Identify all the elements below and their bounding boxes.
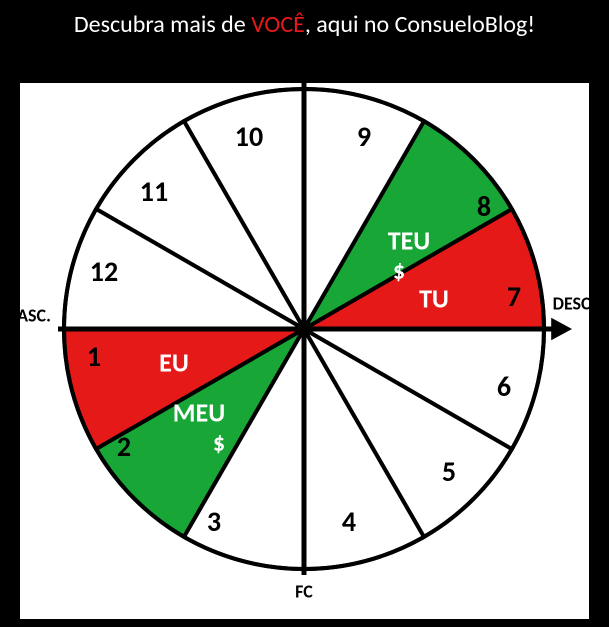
house-text-1: EU — [159, 346, 189, 378]
title-suffix: , aqui no ConsueloBlog! — [305, 10, 535, 39]
axis-label-desc: DESC. — [553, 292, 596, 314]
title-prefix: Descubra mais de — [74, 10, 251, 39]
page-title: Descubra mais de VOCÊ, aqui no ConsueloB… — [0, 0, 609, 39]
house-number-11: 11 — [140, 174, 168, 209]
house-number-6: 6 — [497, 369, 511, 404]
house-text-7: TU — [419, 282, 449, 314]
house-number-5: 5 — [442, 454, 456, 489]
house-number-4: 4 — [342, 504, 356, 539]
house-number-2: 2 — [117, 429, 131, 464]
house-text2-8: $ — [393, 257, 405, 286]
house-number-8: 8 — [477, 189, 491, 224]
title-accent: VOCÊ — [251, 10, 305, 39]
house-number-3: 3 — [207, 504, 221, 539]
axis-label-asc: ASC. — [17, 304, 51, 326]
astrology-wheel-chart: MCFCASC.DESC.1EU2MEU$34567TU8TEU$9101112 — [0, 39, 609, 619]
house-number-12: 12 — [90, 254, 118, 289]
house-text2-2: $ — [213, 429, 225, 458]
house-number-9: 9 — [357, 119, 371, 154]
house-number-10: 10 — [235, 119, 263, 154]
house-number-7: 7 — [507, 279, 521, 314]
axis-label-fc: FC — [295, 580, 313, 602]
house-text-2: MEU — [173, 396, 225, 428]
house-text-8: TEU — [388, 224, 431, 256]
axis-label-mc: MC — [291, 39, 317, 58]
axis-arrow-top — [293, 61, 315, 82]
house-number-1: 1 — [87, 339, 101, 374]
